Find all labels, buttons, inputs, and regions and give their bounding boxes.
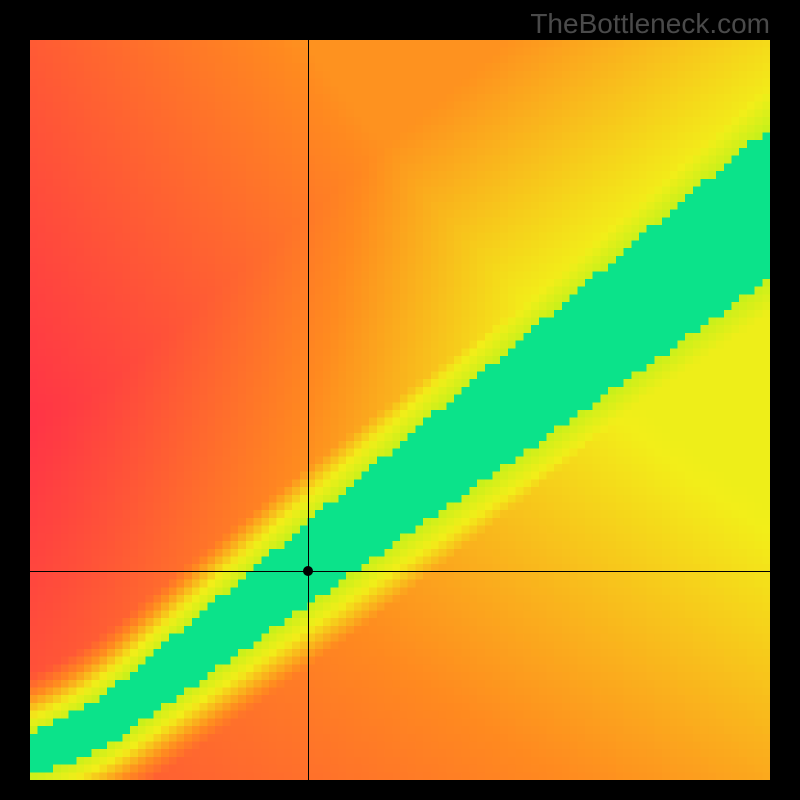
watermark-text: TheBottleneck.com (530, 8, 770, 40)
stage: TheBottleneck.com (0, 0, 800, 800)
crosshair-horizontal (30, 571, 770, 572)
crosshair-vertical (308, 40, 309, 780)
bottleneck-heatmap (30, 40, 770, 780)
heatmap-canvas (30, 40, 770, 780)
marker-dot (303, 566, 313, 576)
